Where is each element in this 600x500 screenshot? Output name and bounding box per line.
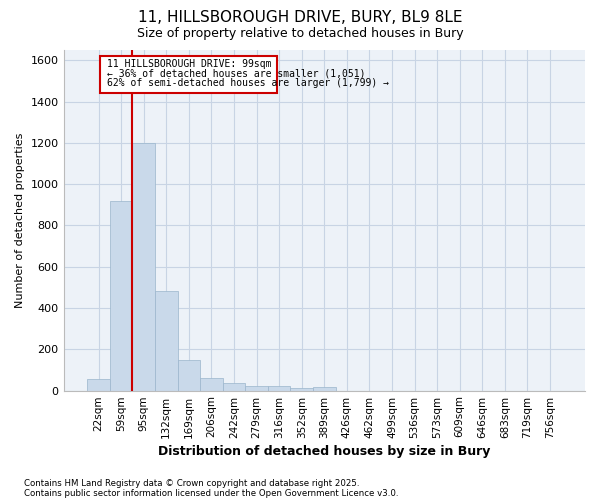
Bar [290,388,313,390]
Text: 11 HILLSBOROUGH DRIVE: 99sqm: 11 HILLSBOROUGH DRIVE: 99sqm [107,60,272,70]
Text: 11, HILLSBOROUGH DRIVE, BURY, BL9 8LE: 11, HILLSBOROUGH DRIVE, BURY, BL9 8LE [138,10,462,25]
Bar [245,386,268,390]
Bar [178,360,200,390]
X-axis label: Distribution of detached houses by size in Bury: Distribution of detached houses by size … [158,444,490,458]
Text: Contains public sector information licensed under the Open Government Licence v3: Contains public sector information licen… [24,488,398,498]
Bar [200,378,223,390]
Bar [87,379,110,390]
Bar [100,56,277,94]
Text: Contains HM Land Registry data © Crown copyright and database right 2025.: Contains HM Land Registry data © Crown c… [24,478,359,488]
Bar [313,388,335,390]
Text: Size of property relative to detached houses in Bury: Size of property relative to detached ho… [137,28,463,40]
Text: 62% of semi-detached houses are larger (1,799) →: 62% of semi-detached houses are larger (… [107,78,389,88]
Y-axis label: Number of detached properties: Number of detached properties [15,132,25,308]
Text: ← 36% of detached houses are smaller (1,051): ← 36% of detached houses are smaller (1,… [107,69,365,79]
Bar [133,143,155,390]
Bar [110,200,133,390]
Bar [268,386,290,390]
Bar [155,292,178,390]
Bar [223,384,245,390]
